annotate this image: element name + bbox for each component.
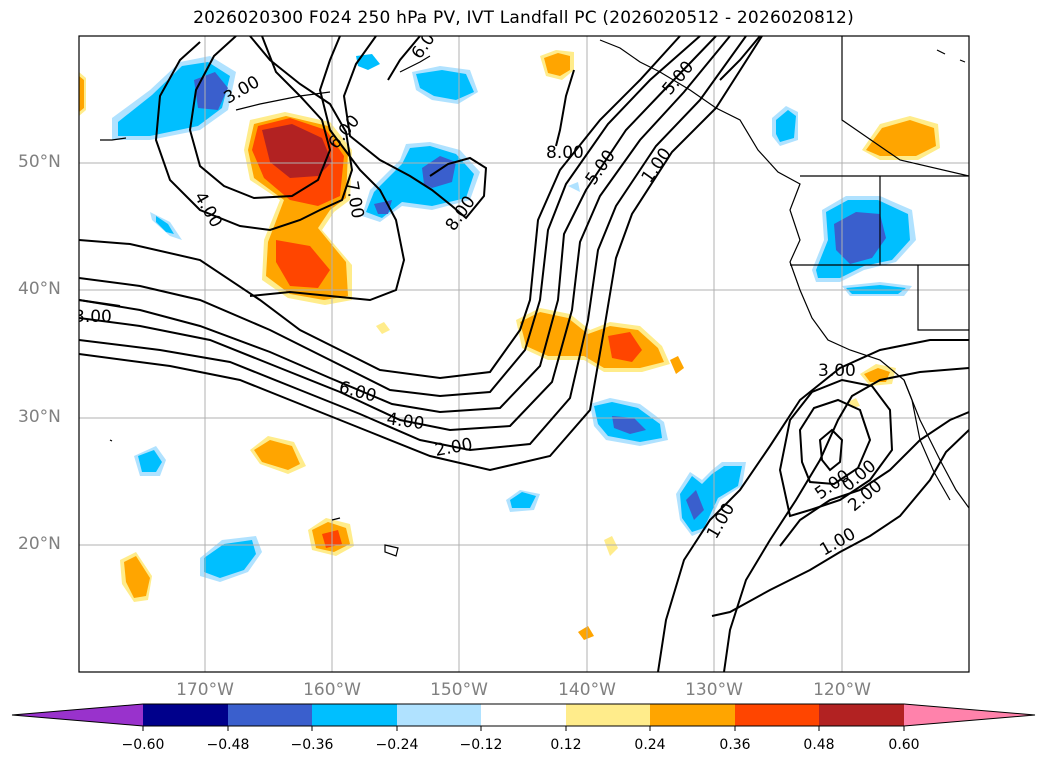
colorbar-tick-label: −0.36 bbox=[290, 737, 334, 753]
colorbar-tick-label: −0.60 bbox=[121, 737, 165, 753]
graticule bbox=[79, 36, 969, 672]
map-frame bbox=[78, 35, 970, 673]
colorbar-bin bbox=[819, 704, 904, 726]
contour-label: 3.00 bbox=[74, 307, 112, 327]
colorbar-bin bbox=[481, 704, 566, 726]
colorbar-extend-high bbox=[904, 704, 1035, 726]
colorbar-tick-label: 0.24 bbox=[634, 737, 666, 753]
colorbar-bin bbox=[312, 704, 397, 726]
colorbar-bin bbox=[650, 704, 735, 726]
figure-title: 2026020300 F024 250 hPa PV, IVT Landfall… bbox=[193, 8, 854, 28]
colorbar-bin bbox=[566, 704, 650, 726]
lon-label: 130°W bbox=[685, 680, 743, 700]
lat-label: 30°N bbox=[18, 407, 61, 427]
lon-label: 140°W bbox=[558, 680, 616, 700]
colorbar-tick-label: 0.12 bbox=[550, 737, 582, 753]
colorbar-tick-label: 0.36 bbox=[719, 737, 751, 753]
colorbar bbox=[11, 703, 1036, 731]
contour-label: 8.00 bbox=[546, 143, 584, 163]
colorbar-tick-label: 0.60 bbox=[888, 737, 920, 753]
colorbar-extend-low bbox=[12, 704, 143, 726]
colorbar-tick-label: 0.48 bbox=[803, 737, 835, 753]
lat-label: 40°N bbox=[18, 279, 61, 299]
lon-label: 160°W bbox=[303, 680, 361, 700]
contour-lines bbox=[79, 36, 969, 672]
colorbar-tick-label: −0.24 bbox=[375, 737, 419, 753]
colorbar-bin bbox=[228, 704, 312, 726]
lat-label: 20°N bbox=[18, 534, 61, 554]
contour-label: 3.00 bbox=[818, 361, 856, 381]
lon-label: 150°W bbox=[430, 680, 488, 700]
coastlines bbox=[100, 36, 969, 557]
colorbar-tick-label: −0.48 bbox=[206, 737, 250, 753]
colorbar-bin bbox=[735, 704, 819, 726]
lat-label: 50°N bbox=[18, 152, 61, 172]
lon-label: 120°W bbox=[813, 680, 871, 700]
colorbar-tick-label: −0.12 bbox=[459, 737, 503, 753]
colorbar-bin bbox=[143, 704, 228, 726]
lon-label: 170°W bbox=[176, 680, 234, 700]
colorbar-bin bbox=[397, 704, 481, 726]
